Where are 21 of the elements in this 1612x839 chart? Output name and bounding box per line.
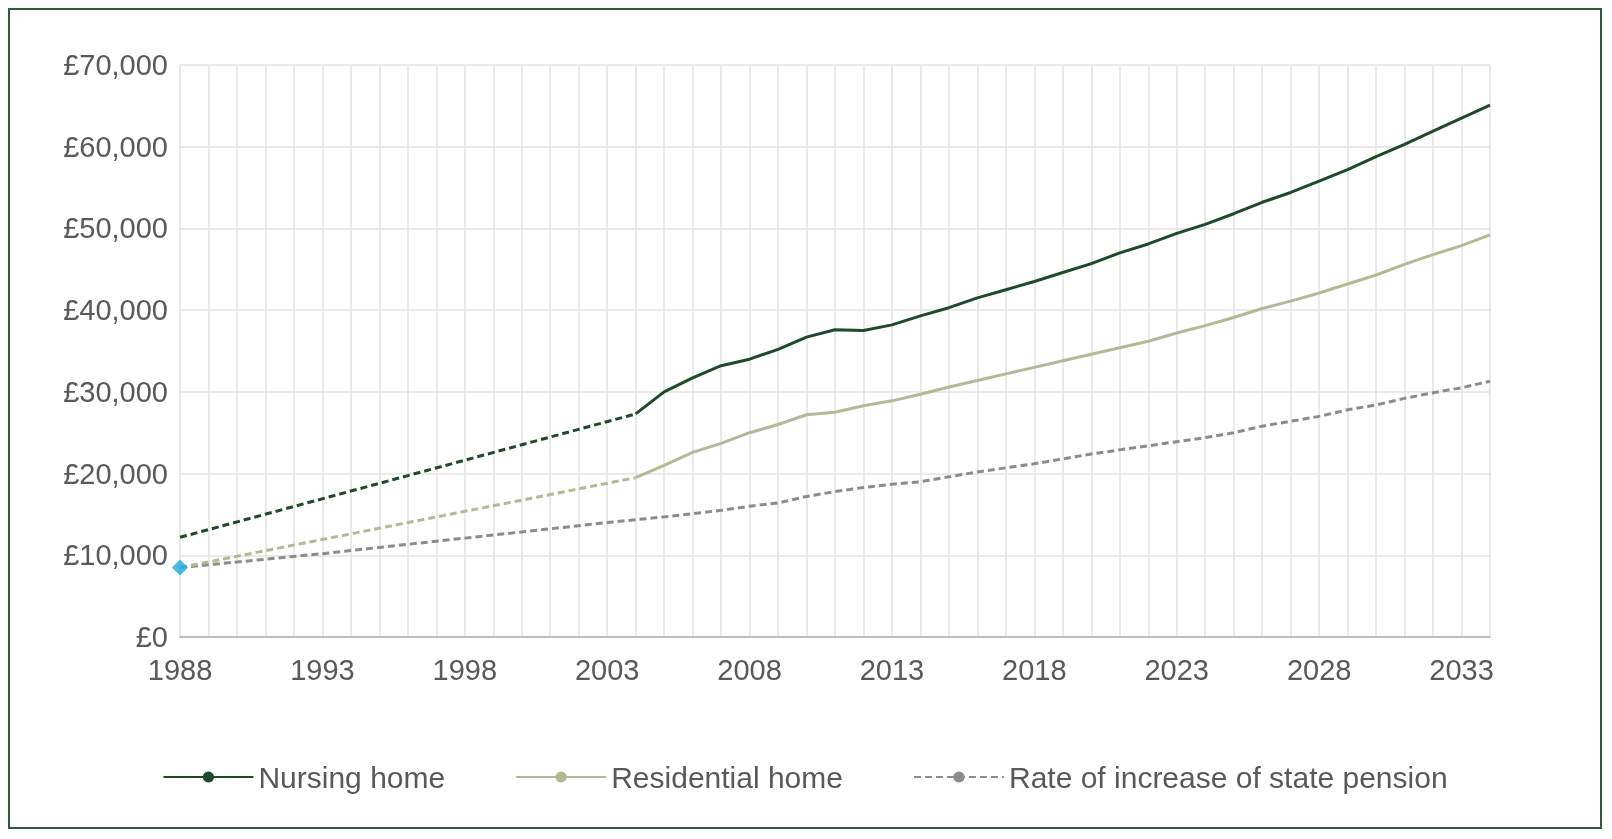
x-tick-label: 1998 [432,653,498,686]
legend-label: Residential home [611,760,843,794]
x-tick-label: 2008 [717,653,782,686]
y-tick-label: £70,000 [63,49,168,81]
legend-label: Rate of increase of state pension [1008,760,1448,794]
x-tick-label: 1993 [290,653,355,686]
y-tick-label: £50,000 [63,212,168,245]
y-tick-label: £60,000 [63,130,168,163]
y-tick-label: £10,000 [63,539,168,572]
x-tick-label: 2018 [1002,653,1067,686]
x-tick-label: 2003 [574,653,640,686]
x-tick-label: 2033 [1429,653,1494,686]
x-tick-label: 2013 [859,653,925,686]
x-tick-label: 2028 [1286,653,1352,686]
y-tick-label: £30,000 [63,375,168,408]
x-tick-label: 1988 [147,653,213,686]
y-tick-label: £40,000 [63,294,168,327]
y-tick-label: £0 [135,621,168,653]
legend-label: Nursing home [258,760,446,794]
x-tick-label: 2023 [1144,653,1209,686]
y-tick-label: £20,000 [63,457,168,490]
